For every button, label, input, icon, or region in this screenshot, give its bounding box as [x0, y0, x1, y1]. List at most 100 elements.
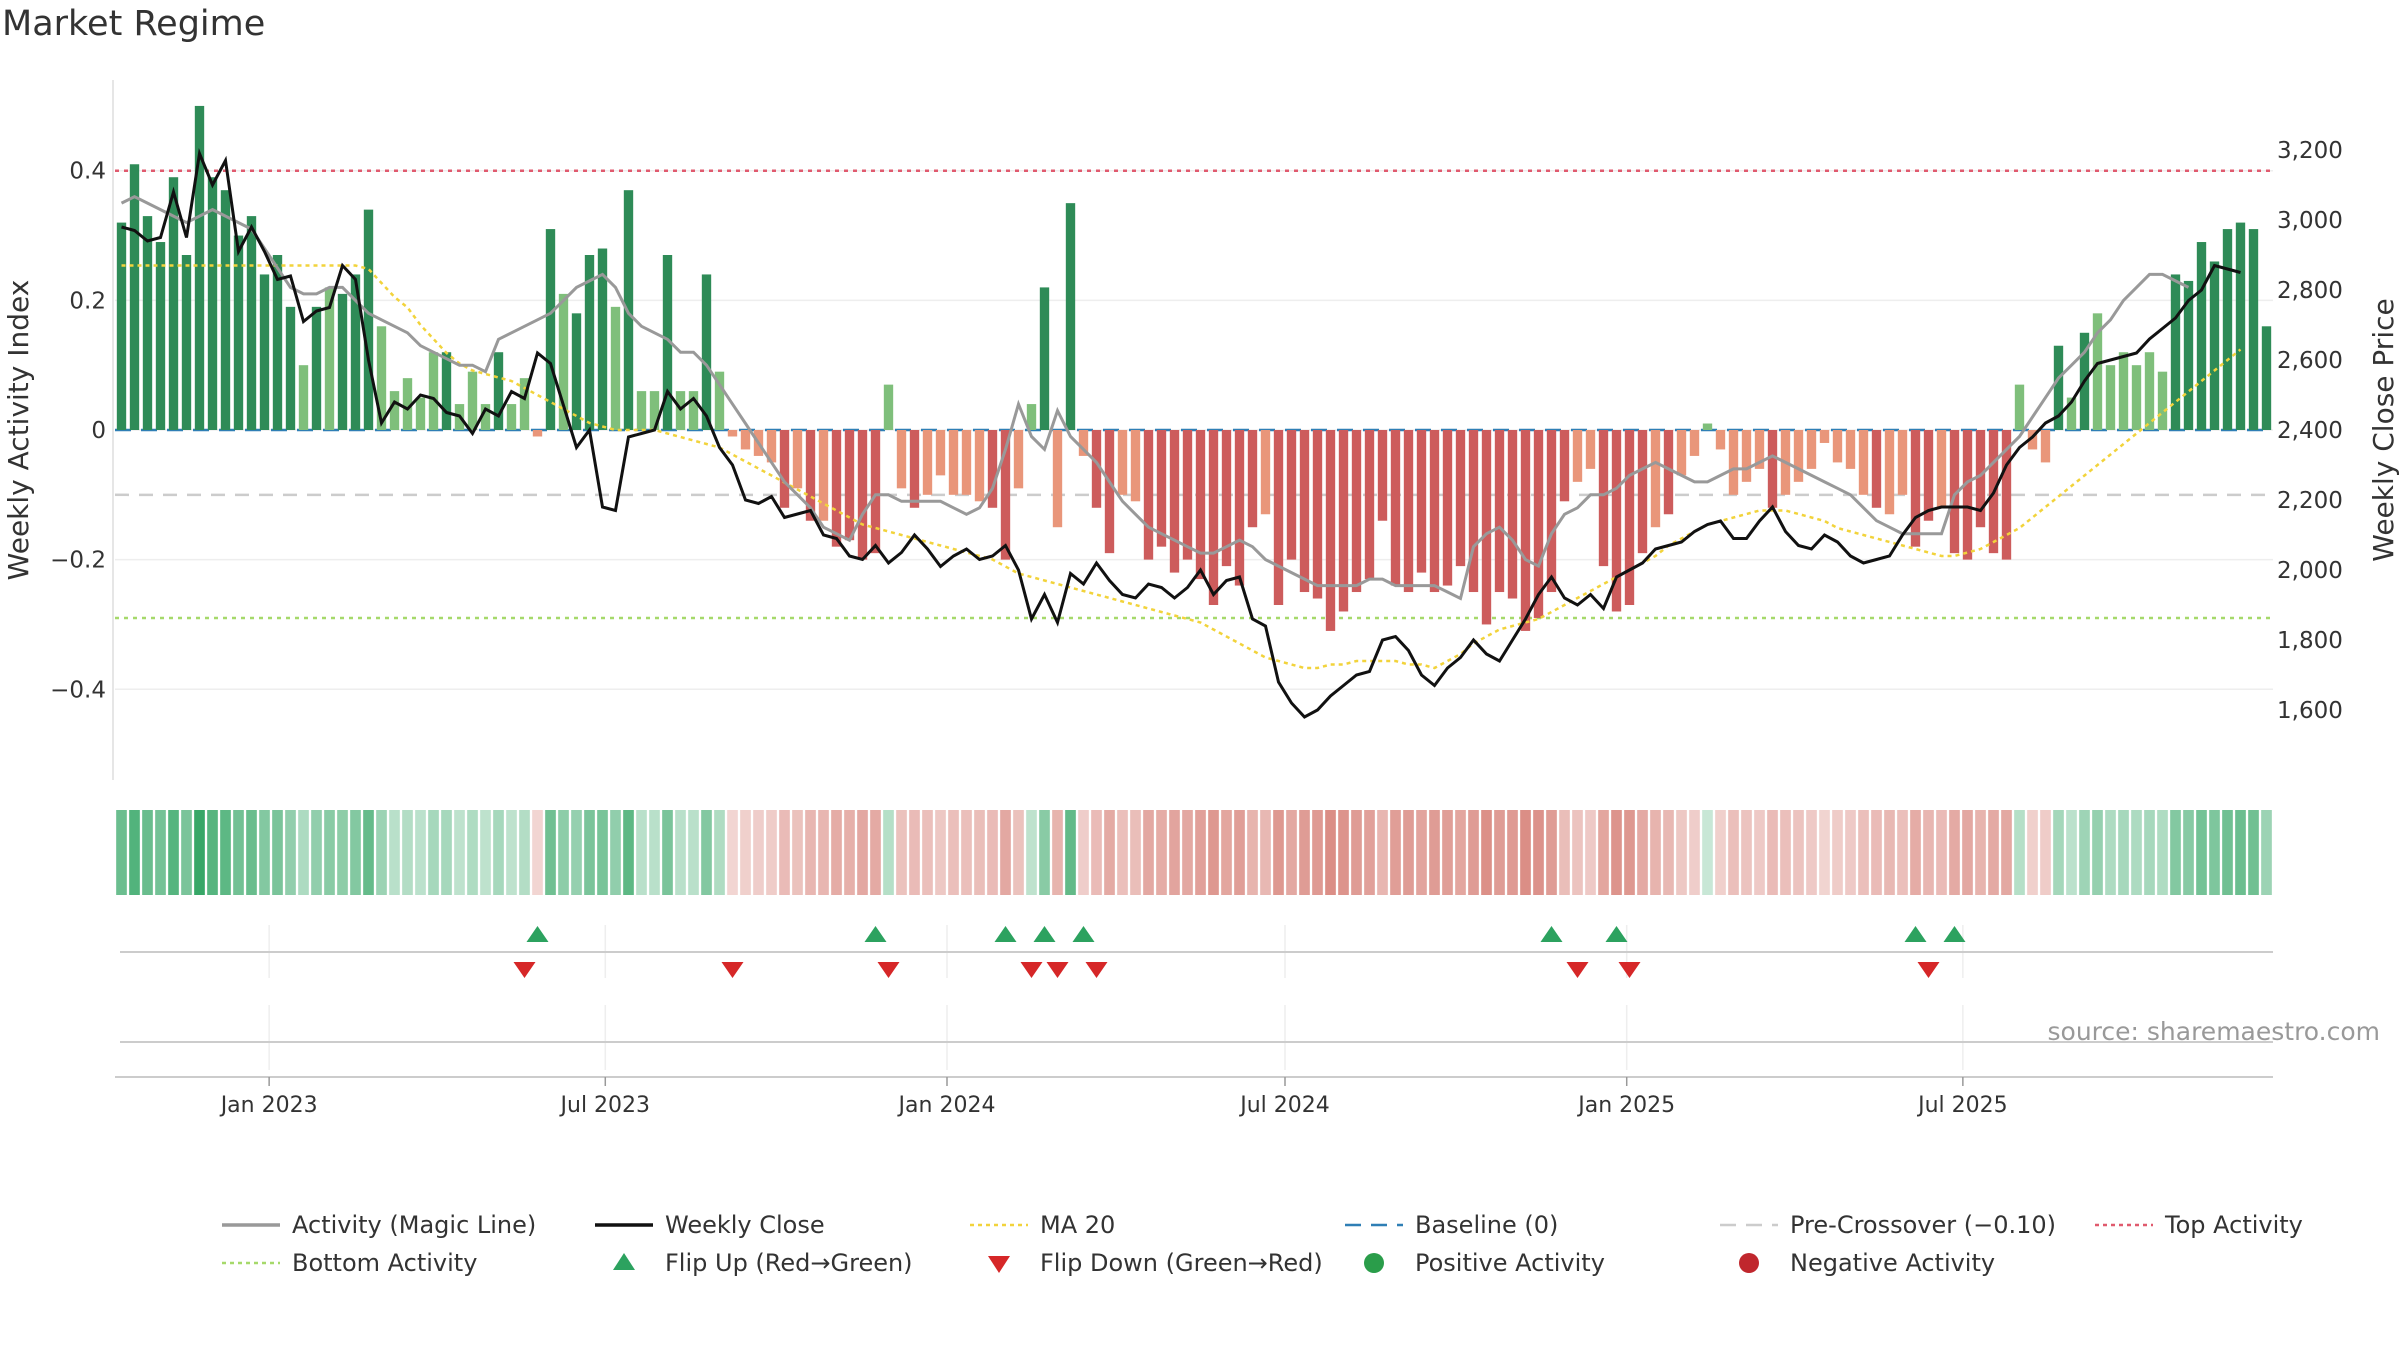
regime-strip-cell	[1988, 810, 1999, 895]
regime-strip-cell	[1117, 810, 1128, 895]
regime-strip-cell	[688, 810, 699, 895]
legend-swatch-dot	[1364, 1253, 1384, 1273]
activity-bar	[1637, 430, 1648, 554]
activity-bar	[1325, 430, 1336, 631]
regime-strip-cell	[1013, 810, 1024, 895]
activity-bar	[116, 222, 127, 430]
activity-bar	[1585, 430, 1596, 469]
regime-strip-cell	[584, 810, 595, 895]
regime-strip-cell	[1260, 810, 1271, 895]
right-tick-label: 2,400	[2277, 418, 2343, 444]
regime-strip-cell	[662, 810, 673, 895]
chart-title: Market Regime	[2, 4, 266, 44]
regime-strip-cell	[1650, 810, 1661, 895]
activity-bar	[1143, 430, 1154, 560]
regime-strip-cell	[2209, 810, 2220, 895]
regime-strip-cell	[1949, 810, 1960, 895]
regime-strip-cell	[1559, 810, 1570, 895]
regime-strip-cell	[402, 810, 413, 895]
activity-bar	[1975, 430, 1986, 528]
right-axis-label: Weekly Close Price	[2367, 298, 2400, 561]
flip-down-marker	[1618, 962, 1641, 978]
regime-strip-cell	[506, 810, 517, 895]
activity-bar	[285, 306, 296, 430]
flip-down-marker	[877, 962, 900, 978]
regime-strip-cell	[519, 810, 530, 895]
activity-bar	[727, 430, 738, 437]
regime-strip-cell	[1416, 810, 1427, 895]
regime-strip-cell	[1377, 810, 1388, 895]
legend-item: Activity (Magic Line)	[222, 1211, 536, 1239]
regime-strip-cell	[2014, 810, 2025, 895]
regime-strip-cell	[1637, 810, 1648, 895]
regime-strip-cell	[1468, 810, 1479, 895]
activity-bar	[1923, 430, 1934, 521]
regime-strip-cell	[415, 810, 426, 895]
activity-bar	[1962, 430, 1973, 560]
flip-up-marker	[1943, 926, 1966, 942]
activity-bar	[2040, 430, 2051, 463]
regime-strip-cell	[1546, 810, 1557, 895]
regime-strip-cell	[1871, 810, 1882, 895]
activity-bar	[1507, 430, 1518, 599]
regime-strip-cell	[454, 810, 465, 895]
regime-strip-cell	[987, 810, 998, 895]
activity-bar	[662, 255, 673, 430]
regime-strip-cell	[2105, 810, 2116, 895]
regime-strip-cell	[1845, 810, 1856, 895]
activity-bar	[1650, 430, 1661, 528]
regime-strip-cell	[649, 810, 660, 895]
regime-strip-cell	[1533, 810, 1544, 895]
activity-bar	[2170, 274, 2181, 430]
activity-bar	[2196, 242, 2207, 430]
x-tick-label: Jan 2023	[219, 1093, 318, 1118]
legend-label: Flip Up (Red→Green)	[665, 1249, 913, 1277]
activity-bar	[1676, 430, 1687, 476]
regime-strip-cell	[441, 810, 452, 895]
activity-bar	[649, 391, 660, 430]
regime-strip-cell	[1702, 810, 1713, 895]
right-tick-label: 3,000	[2277, 208, 2343, 234]
regime-strip-cell	[233, 810, 244, 895]
activity-bar	[1182, 430, 1193, 560]
activity-bar	[480, 404, 491, 430]
regime-strip-cell	[1325, 810, 1336, 895]
activity-bar	[1546, 430, 1557, 593]
regime-strip-cell	[1130, 810, 1141, 895]
regime-strip-cell	[2079, 810, 2090, 895]
regime-strip-cell	[2131, 810, 2142, 895]
regime-strip-cell	[1663, 810, 1674, 895]
regime-strip-cell	[1247, 810, 1258, 895]
regime-strip-cell	[363, 810, 374, 895]
activity-bar	[2053, 345, 2064, 430]
activity-bar	[1377, 430, 1388, 521]
activity-bar	[1416, 430, 1427, 573]
activity-bar	[1897, 430, 1908, 495]
left-tick-label: 0.4	[69, 159, 106, 185]
regime-strip-cell	[714, 810, 725, 895]
regime-strip-cell	[2118, 810, 2129, 895]
activity-bar	[1819, 430, 1830, 443]
activity-bar	[1208, 430, 1219, 605]
flip-down-marker	[1917, 962, 1940, 978]
regime-strip-cell	[1091, 810, 1102, 895]
legend-label: Activity (Magic Line)	[292, 1211, 536, 1239]
activity-bar	[2092, 313, 2103, 430]
activity-bar	[337, 293, 348, 430]
regime-strip-cell	[1936, 810, 1947, 895]
regime-strip-cell	[2040, 810, 2051, 895]
regime-strip-cell	[1897, 810, 1908, 895]
activity-bar	[2027, 430, 2038, 450]
regime-strip-cell	[597, 810, 608, 895]
activity-bar	[1429, 430, 1440, 593]
regime-strip-cell	[2248, 810, 2259, 895]
regime-strip-cell	[1767, 810, 1778, 895]
activity-bar	[1858, 430, 1869, 495]
regime-strip-cell	[2170, 810, 2181, 895]
legend-label: Positive Activity	[1415, 1249, 1605, 1277]
weekly-close-line	[121, 147, 2241, 719]
flip-down-marker	[1020, 962, 1043, 978]
activity-bar	[324, 287, 335, 430]
activity-bar	[441, 352, 452, 430]
